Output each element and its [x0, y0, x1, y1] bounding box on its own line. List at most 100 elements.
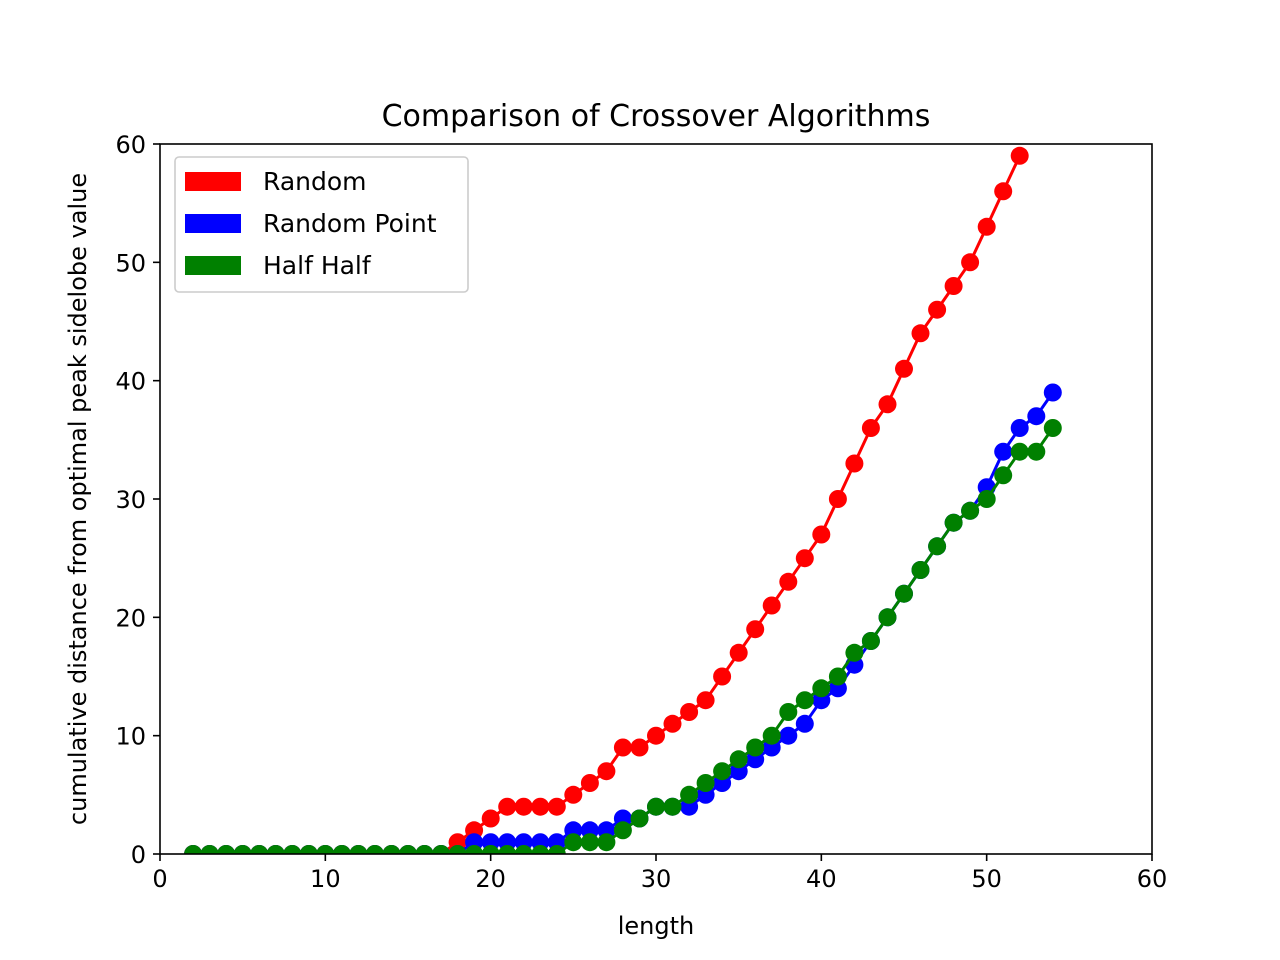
legend-box: [174, 156, 469, 293]
data-point-half-half: [382, 845, 401, 854]
data-point-random-point: [1043, 383, 1062, 402]
legend: Random Random Point Half Half: [174, 156, 469, 293]
data-point-random-point: [1010, 419, 1029, 437]
data-point-random: [481, 809, 500, 828]
data-point-half-half: [531, 845, 550, 854]
legend-item-random: Random: [185, 167, 367, 196]
data-point-half-half: [713, 762, 732, 781]
data-point-half-half: [878, 608, 897, 627]
y-tick-label: 10: [115, 723, 146, 751]
data-point-random: [746, 620, 765, 639]
y-tick-label: 60: [115, 131, 146, 159]
data-point-random: [762, 596, 781, 615]
data-point-half-half: [564, 833, 583, 852]
chart-title: Comparison of Crossover Algorithms: [382, 99, 931, 134]
legend-label: Random: [263, 167, 367, 196]
data-point-half-half: [233, 845, 252, 854]
data-point-random-point: [795, 714, 814, 733]
data-point-half-half: [746, 738, 765, 757]
data-point-random: [696, 691, 715, 710]
data-point-random: [680, 703, 699, 721]
data-point-half-half: [580, 833, 599, 852]
data-point-half-half: [184, 845, 203, 854]
data-point-random: [977, 217, 996, 236]
series-half-half: [184, 419, 1062, 854]
data-point-random: [663, 714, 682, 733]
data-point-random: [564, 785, 583, 804]
series-layer: [184, 146, 1062, 854]
x-tick-label: 30: [641, 865, 672, 893]
data-point-random: [597, 762, 616, 781]
data-point-half-half: [498, 845, 517, 854]
legend-swatch: [185, 214, 241, 233]
data-point-half-half: [399, 845, 417, 854]
data-point-half-half: [432, 845, 451, 854]
y-tick-label: 40: [115, 368, 146, 396]
data-point-random-point: [994, 442, 1013, 461]
data-point-random: [547, 797, 566, 816]
data-point-random: [1010, 146, 1029, 165]
data-point-half-half: [795, 691, 814, 710]
x-tick-label: 50: [971, 865, 1002, 893]
data-point-random: [828, 490, 847, 508]
data-point-half-half: [1010, 442, 1029, 461]
data-point-half-half: [349, 845, 368, 854]
data-point-half-half: [332, 845, 351, 854]
data-point-half-half: [680, 785, 699, 804]
y-tick-label: 20: [115, 604, 146, 632]
y-tick-label: 50: [115, 249, 146, 277]
x-tick-label: 60: [1137, 865, 1168, 893]
data-point-half-half: [217, 845, 236, 854]
data-point-random: [861, 419, 880, 437]
data-point-half-half: [911, 561, 930, 579]
data-point-half-half: [448, 845, 467, 854]
data-point-half-half: [365, 845, 384, 854]
data-point-random: [713, 667, 732, 686]
data-point-half-half: [481, 845, 500, 854]
data-point-half-half: [316, 845, 335, 854]
data-point-random: [878, 395, 897, 414]
data-point-random: [580, 774, 599, 792]
data-point-half-half: [663, 797, 682, 816]
data-point-random: [944, 277, 963, 295]
data-point-random: [845, 454, 864, 473]
x-tick-label: 0: [152, 865, 167, 893]
data-point-random: [911, 324, 930, 343]
data-point-half-half: [994, 466, 1013, 485]
data-point-half-half: [1043, 419, 1062, 437]
data-point-half-half: [415, 845, 434, 854]
x-tick-label: 10: [310, 865, 341, 893]
data-point-half-half: [779, 703, 798, 721]
x-tick-label: 20: [475, 865, 506, 893]
data-point-random: [498, 797, 517, 816]
data-point-random: [994, 182, 1013, 201]
data-point-half-half: [845, 643, 864, 662]
y-tick-label: 0: [131, 841, 146, 869]
legend-swatch: [185, 256, 241, 275]
x-tick-label: 40: [806, 865, 837, 893]
data-point-half-half: [266, 845, 285, 854]
data-point-random: [961, 253, 980, 272]
data-point-random: [812, 525, 831, 544]
data-point-half-half: [514, 845, 533, 854]
data-point-half-half: [928, 537, 947, 556]
data-point-half-half: [630, 809, 649, 828]
y-tick-label: 30: [115, 486, 146, 514]
data-point-half-half: [977, 490, 996, 508]
data-point-half-half: [729, 750, 748, 769]
legend-label: Random Point: [263, 209, 437, 238]
data-point-half-half: [647, 797, 665, 816]
data-point-half-half: [944, 513, 963, 532]
data-point-random: [531, 797, 550, 816]
legend-item-half-half: Half Half: [185, 251, 372, 280]
data-point-half-half: [283, 845, 302, 854]
data-point-random-point: [779, 726, 798, 745]
data-point-random: [779, 572, 798, 591]
data-point-half-half: [597, 833, 616, 852]
legend-label: Half Half: [263, 251, 372, 280]
y-axis-label: cumulative distance from optimal peak si…: [64, 173, 92, 825]
data-point-half-half: [200, 845, 219, 854]
data-point-half-half: [895, 584, 913, 603]
data-point-random: [729, 643, 748, 662]
